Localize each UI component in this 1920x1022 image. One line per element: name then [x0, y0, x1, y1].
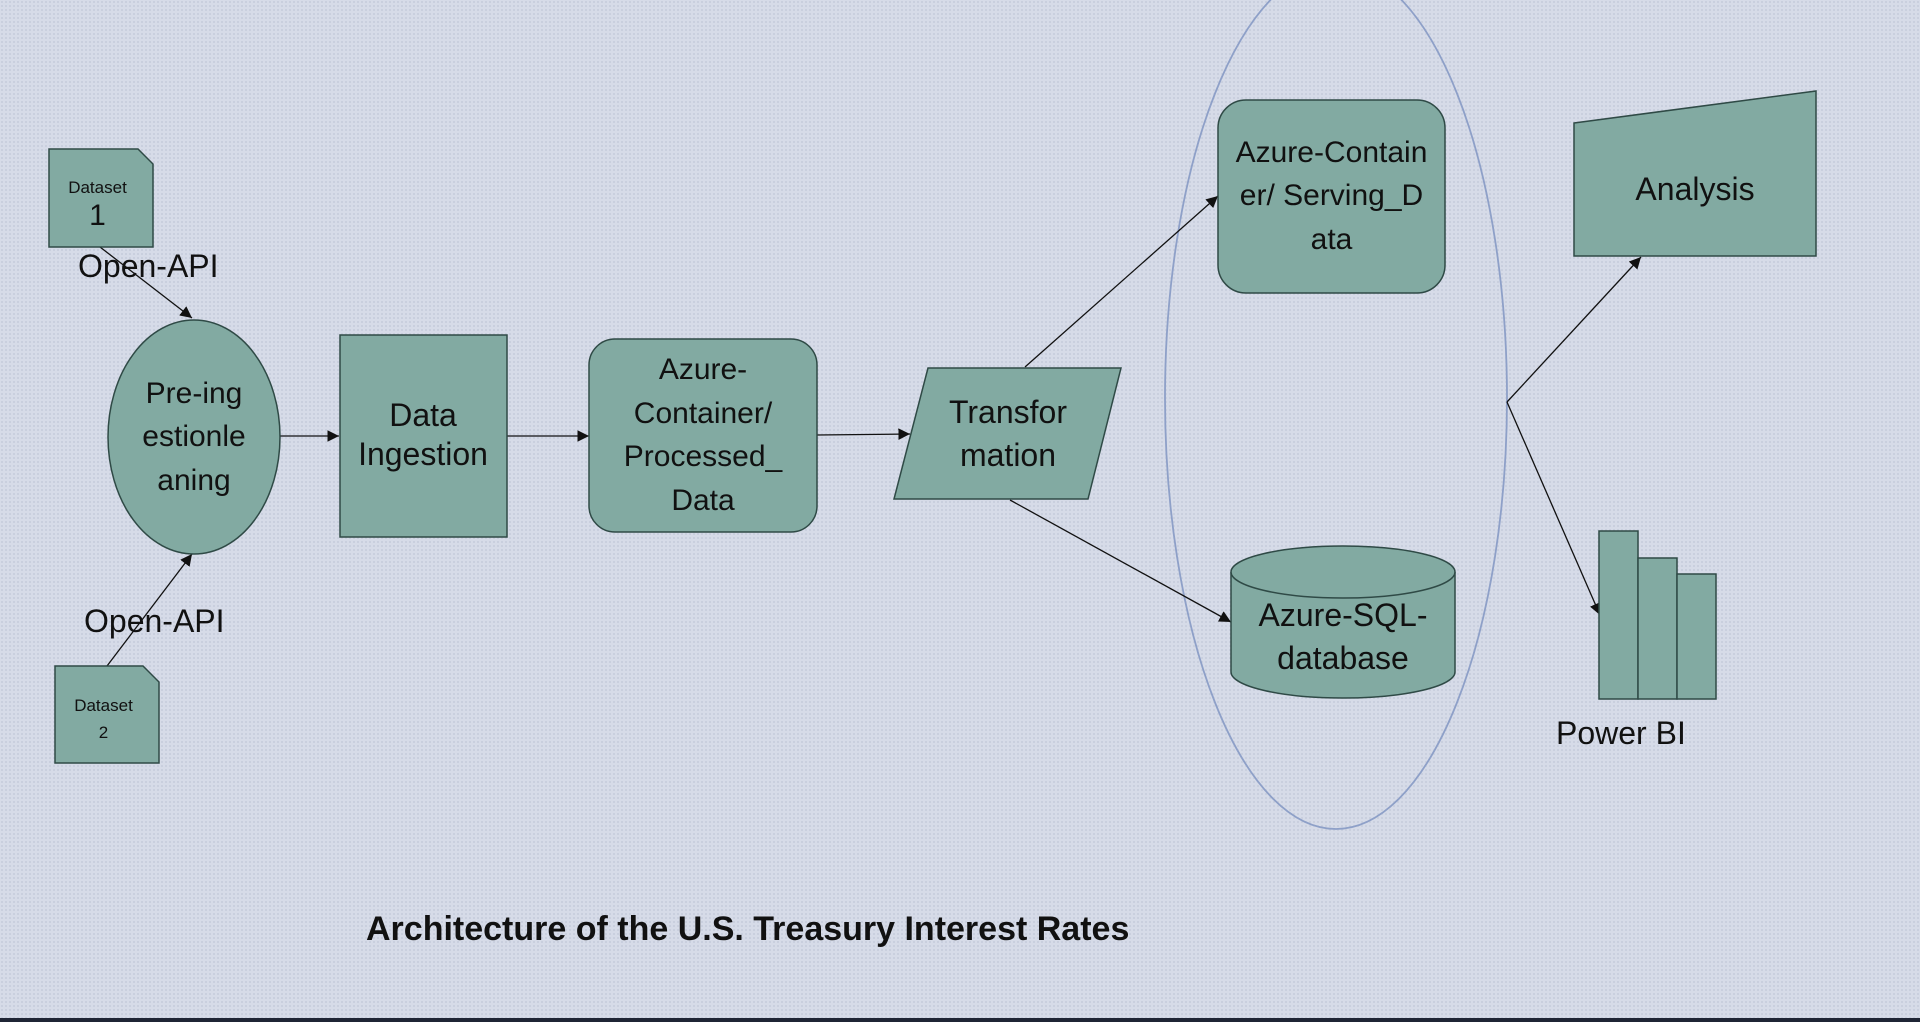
dataset2-shape: [54, 665, 160, 764]
edge-transformation-to-sqldb: [1009, 499, 1232, 623]
analysis-shape: [1573, 90, 1817, 257]
transformation-shape: [893, 367, 1122, 500]
open-api-label-bottom: Open-API: [84, 603, 225, 639]
processed-shape: [588, 338, 818, 533]
ingestion-shape: [339, 334, 508, 538]
edge-dataset2-to-preingestion: [106, 553, 193, 667]
sqldb-label: Azure-SQL- database: [1258, 596, 1428, 676]
sqldb-shape: [1230, 545, 1456, 699]
dataset2-label: Dataset 2: [55, 690, 152, 750]
edge-dataset1-to-preingestion: [99, 246, 193, 319]
preingestion-label: Pre-ingestionleaning: [142, 376, 246, 497]
processed-label: Azure-Container/ Processed_ Data: [623, 353, 783, 517]
ingestion-label: Data Ingestion: [358, 396, 488, 472]
bottom-border: [0, 1018, 1920, 1022]
serving-shape: [1217, 99, 1446, 294]
transformation-label: Transformation: [949, 393, 1067, 473]
edge-group-to-powerbi: [1506, 401, 1601, 616]
diagram-title: Architecture of the U.S. Treasury Intere…: [366, 910, 1130, 948]
preingestion-shape: [107, 319, 281, 555]
storage-group-ellipse: [1164, 0, 1508, 830]
dataset2-line2: 2: [98, 723, 109, 742]
dataset1-shape: [48, 148, 154, 248]
dataset1-line2: 1: [89, 199, 106, 233]
serving-label: Azure-Container/ Serving_Data: [1235, 135, 1428, 256]
dataset1-line1: Dataset: [68, 177, 127, 197]
analysis-label: Analysis: [1635, 171, 1755, 208]
powerbi-label: Power BI: [1556, 715, 1686, 751]
edge-processed-to-transformation: [816, 428, 911, 440]
edge-transformation-to-serving: [1024, 195, 1219, 368]
edge-group-to-analysis: [1506, 256, 1642, 403]
dataset1-label: Dataset 1: [49, 168, 146, 244]
powerbi-icon: [1598, 530, 1717, 700]
open-api-label-top: Open-API: [78, 248, 219, 284]
dataset2-line1: Dataset: [74, 696, 133, 716]
